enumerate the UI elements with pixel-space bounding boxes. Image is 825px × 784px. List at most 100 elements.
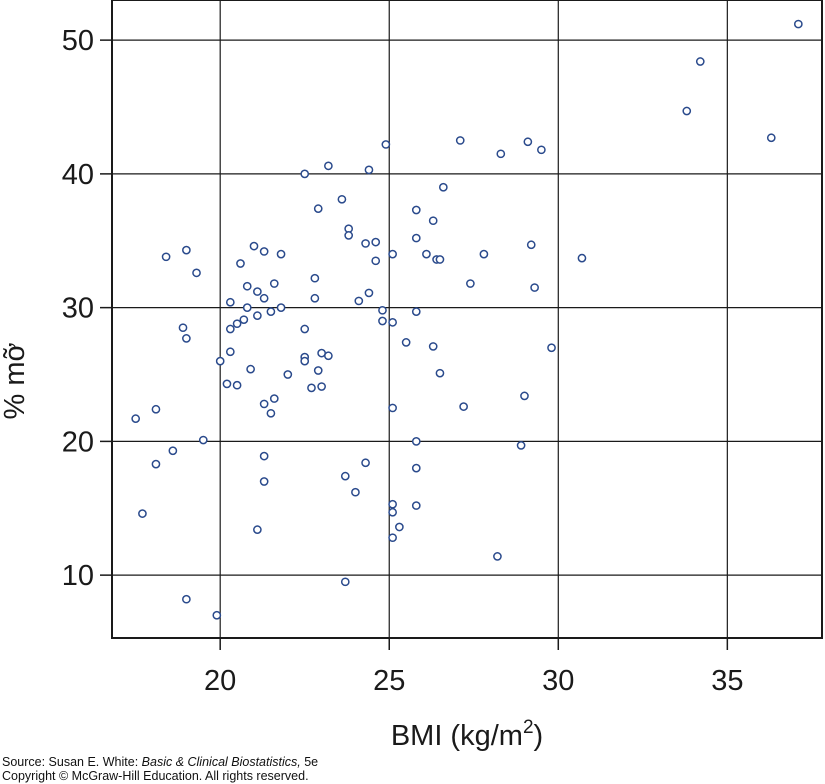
data-point xyxy=(793,19,803,29)
data-point xyxy=(131,414,141,423)
data-point xyxy=(182,594,191,604)
data-point xyxy=(411,205,421,215)
data-point xyxy=(520,391,529,401)
y-tick-label: 10 xyxy=(62,560,94,592)
data-point xyxy=(313,204,323,214)
data-point xyxy=(438,182,448,192)
data-point xyxy=(516,441,526,450)
data-point xyxy=(242,303,252,312)
data-point xyxy=(178,323,188,333)
data-point xyxy=(300,169,310,179)
data-point xyxy=(138,509,147,518)
data-point xyxy=(151,404,161,414)
data-point xyxy=(300,356,310,366)
data-point xyxy=(388,533,397,543)
data-point xyxy=(354,296,364,306)
data-point xyxy=(307,383,316,393)
x-axis-label: BMI (kg/m2) xyxy=(391,717,543,752)
data-point xyxy=(378,305,387,315)
data-point xyxy=(411,233,421,243)
y-tick-label: 40 xyxy=(62,159,94,191)
x-tick-label: 20 xyxy=(204,665,236,697)
source-book-title: Basic & Clinical Biostatistics, xyxy=(141,755,301,769)
data-point xyxy=(411,307,421,316)
data-point xyxy=(253,525,262,535)
data-point xyxy=(259,451,269,461)
data-point xyxy=(411,501,421,510)
data-point xyxy=(388,403,397,413)
data-point xyxy=(695,57,705,66)
data-point xyxy=(236,259,245,268)
data-point xyxy=(493,552,502,561)
data-point xyxy=(371,256,381,266)
data-point xyxy=(259,399,269,409)
data-point xyxy=(276,249,286,259)
data-point xyxy=(435,368,445,378)
data-point xyxy=(259,477,269,486)
data-point xyxy=(401,338,411,347)
data-point xyxy=(361,239,370,248)
data-point xyxy=(422,249,431,259)
y-tick-label: 20 xyxy=(62,426,94,458)
grid-lines xyxy=(112,0,822,638)
data-point xyxy=(428,342,438,351)
data-point xyxy=(253,311,262,321)
data-point xyxy=(537,145,546,155)
source-credit: Source: Susan E. White: Basic & Clinical… xyxy=(2,755,318,769)
data-point xyxy=(239,315,249,325)
data-point xyxy=(269,394,279,403)
data-point xyxy=(246,364,255,374)
data-point xyxy=(269,279,279,288)
data-point xyxy=(253,287,262,296)
data-point xyxy=(337,194,347,204)
data-point xyxy=(266,408,276,418)
data-point xyxy=(411,437,421,446)
data-point xyxy=(435,255,445,264)
data-point xyxy=(547,343,556,353)
data-point xyxy=(361,458,370,468)
data-point xyxy=(388,507,397,517)
plot-frame xyxy=(111,0,823,639)
data-point xyxy=(395,522,404,532)
data-point xyxy=(411,463,421,473)
x-tick-label: 25 xyxy=(373,665,405,697)
data-point xyxy=(232,319,242,329)
source-prefix: Source: Susan E. White: xyxy=(2,755,142,769)
data-point xyxy=(523,137,533,147)
data-point xyxy=(526,240,536,250)
data-point xyxy=(344,231,354,240)
y-tick-label: 30 xyxy=(62,293,94,325)
data-point xyxy=(378,316,387,326)
data-point xyxy=(222,379,232,389)
data-point xyxy=(428,216,438,226)
data-point xyxy=(496,149,506,159)
copyright-notice: Copyright © McGraw-Hill Education. All r… xyxy=(2,769,309,783)
data-point xyxy=(388,499,397,509)
data-point xyxy=(192,268,201,278)
data-point xyxy=(766,133,776,143)
data-point xyxy=(351,487,360,497)
data-point xyxy=(182,245,191,255)
scatter-chart: 20 25 30 35 10 20 30 40 50 BMI (kg/m2) % mỡ xyxy=(0,0,823,752)
data-point xyxy=(364,165,374,175)
data-point xyxy=(455,136,465,145)
source-edition: 5e xyxy=(300,755,319,769)
data-point xyxy=(530,283,539,292)
data-point xyxy=(371,237,381,247)
data-point xyxy=(310,273,320,283)
data-point xyxy=(364,288,374,298)
x-tick-label: 30 xyxy=(542,665,574,697)
data-point xyxy=(212,610,222,620)
data-point xyxy=(300,324,310,334)
data-point xyxy=(340,577,350,587)
data-point xyxy=(215,356,225,366)
data-point xyxy=(161,252,171,262)
data-point xyxy=(313,366,323,375)
axis-ticks: 20 25 30 35 10 20 30 40 50 xyxy=(62,25,744,697)
data-point xyxy=(225,297,235,307)
data-point xyxy=(249,241,259,251)
data-point xyxy=(242,281,252,291)
data-point xyxy=(577,253,587,263)
data-point xyxy=(324,351,333,361)
data-point xyxy=(459,402,468,411)
